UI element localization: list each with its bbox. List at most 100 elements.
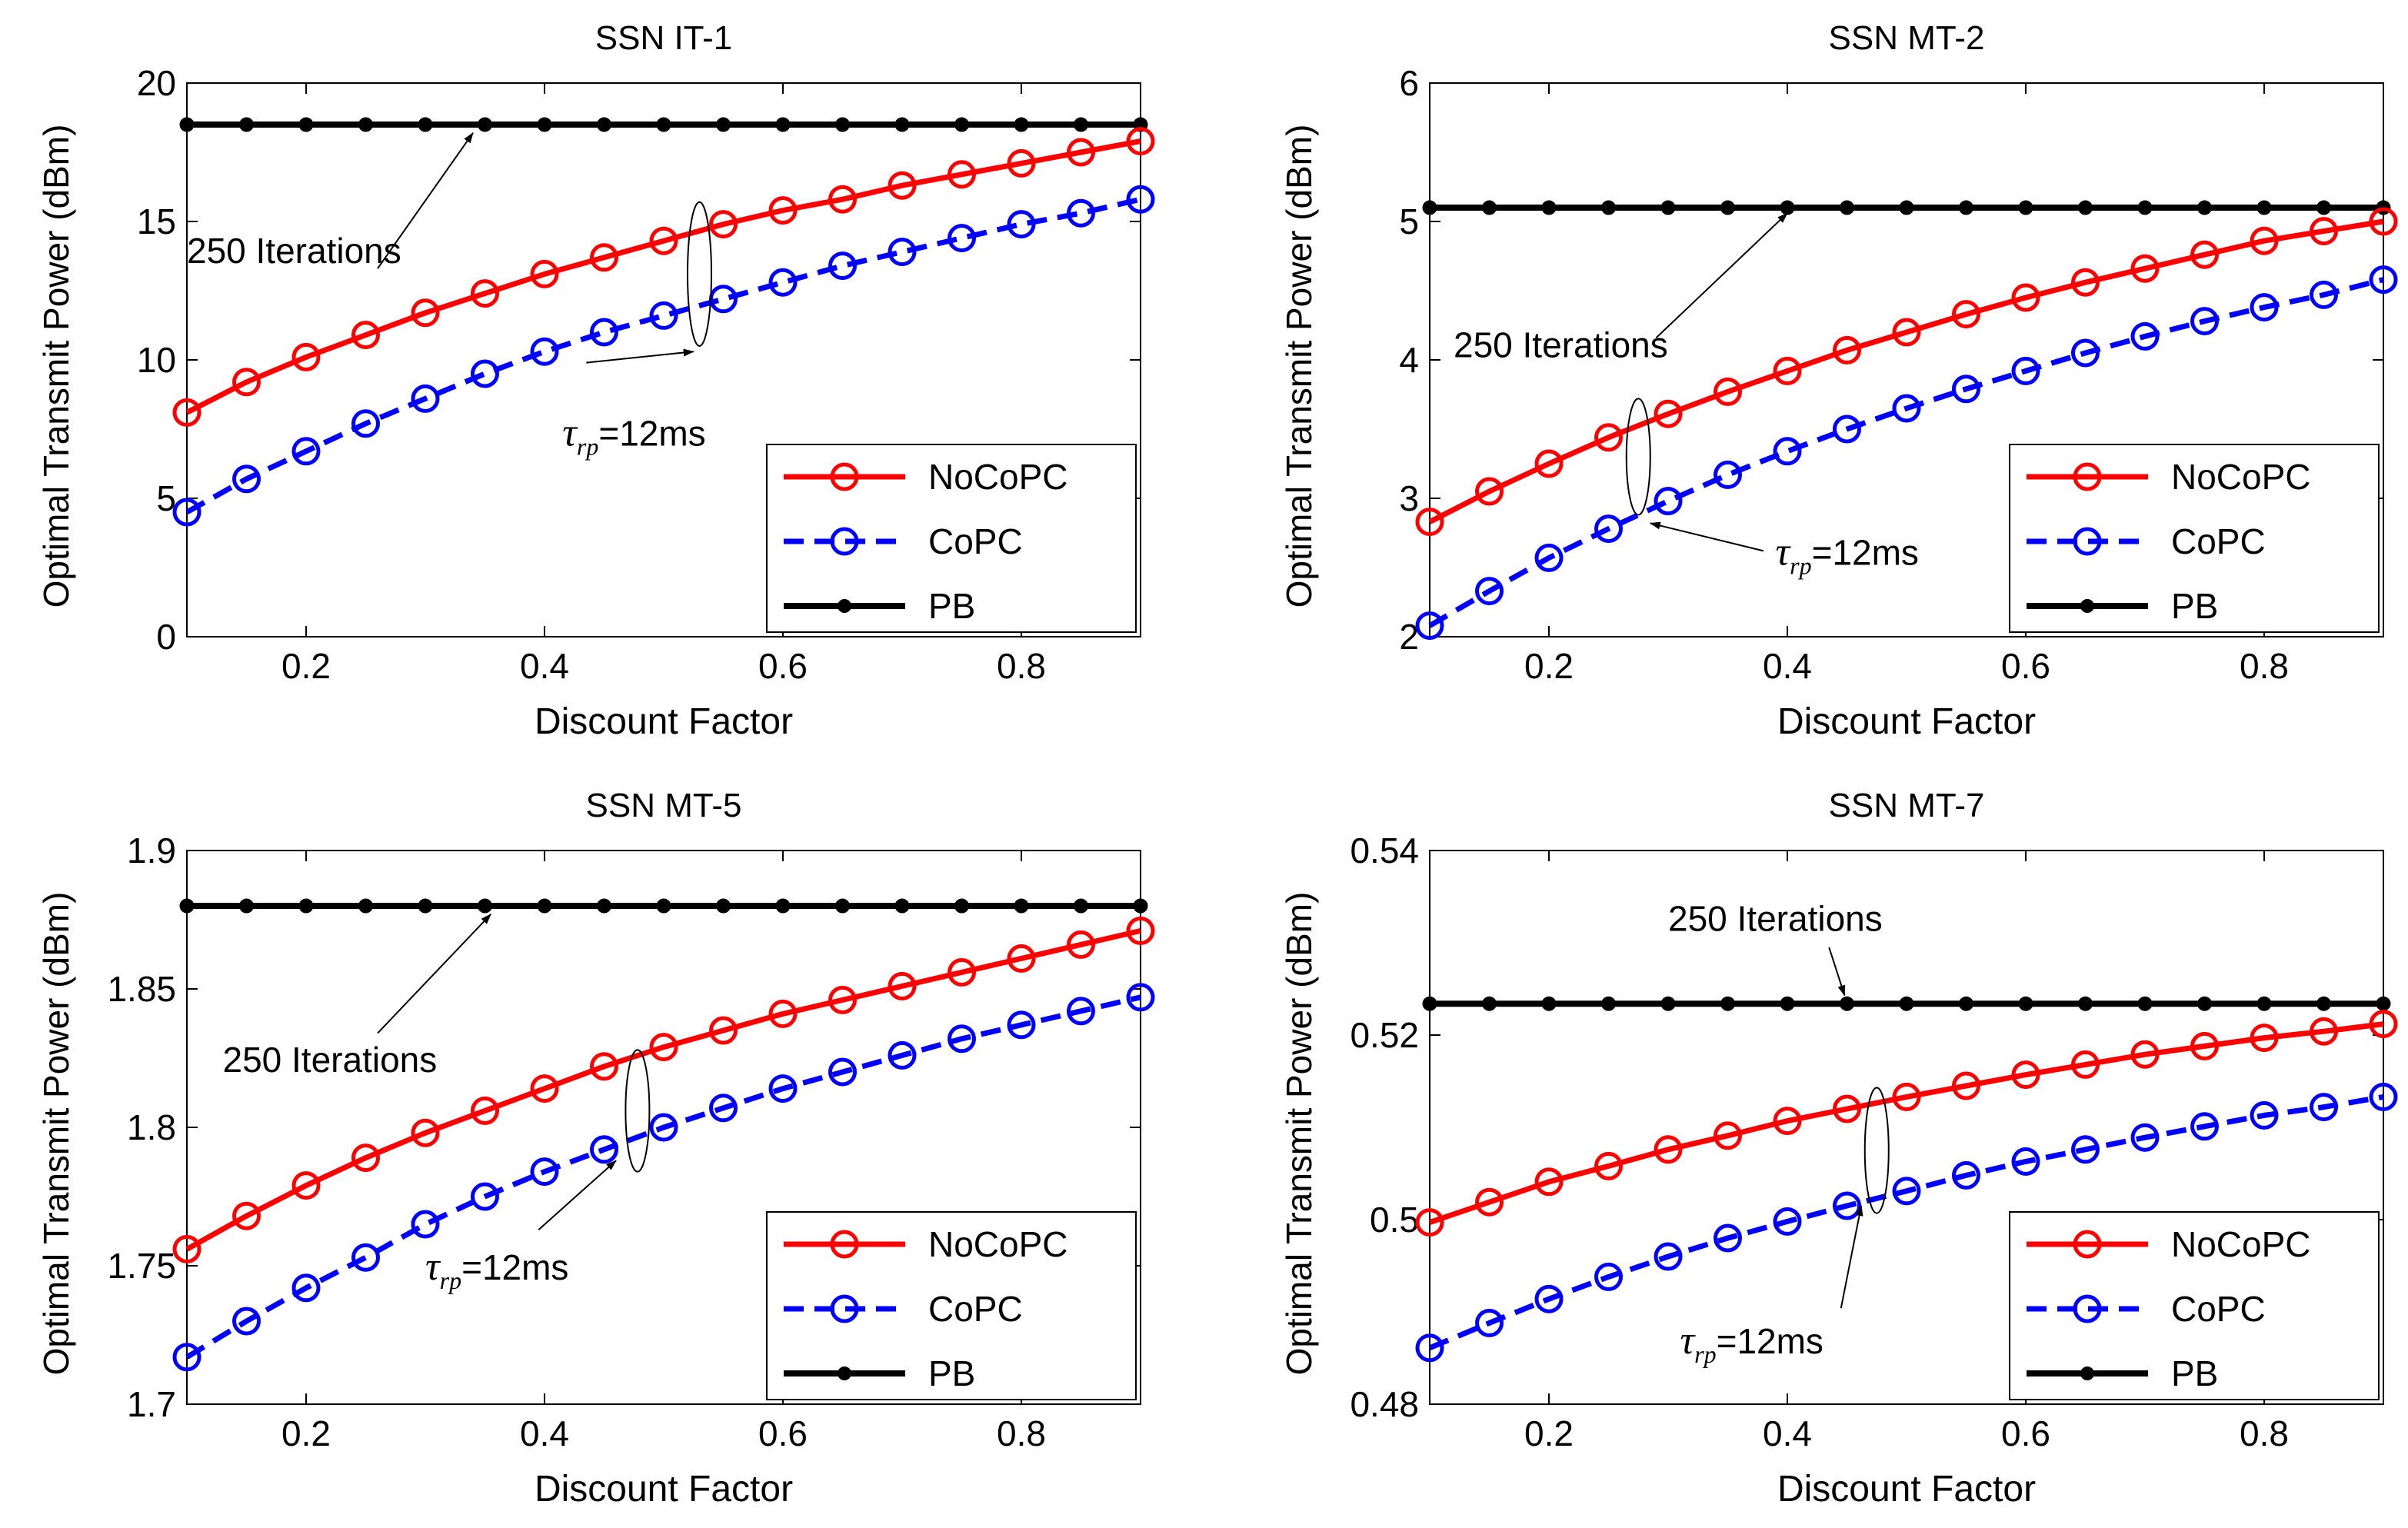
data-point [768,196,798,225]
data-point [2190,240,2219,269]
data-point [2369,1010,2398,1039]
x-tick-label: 0.6 [2001,646,2050,686]
data-point [411,1118,440,1147]
data-point [1594,1151,1623,1180]
annotation-arrow [377,131,474,269]
data-point [649,301,678,330]
annotation-tau: τrp=12ms [1776,530,1919,579]
data-point [478,117,492,132]
data-point [590,318,618,347]
data-point [471,279,499,308]
x-axis-label: Discount Factor [1777,1469,2036,1510]
data-point [835,117,850,132]
data-point [2130,1040,2160,1069]
annotation: 250 Iterations [1668,898,1883,997]
data-point [1892,394,1921,423]
x-axis-label: Discount Factor [1777,701,2036,742]
data-point [2316,996,2331,1011]
data-point [954,117,969,132]
data-point [1594,1262,1623,1291]
data-point [2310,280,2338,309]
data-point [1952,300,1980,329]
data-point [1714,1121,1742,1150]
data-point [828,251,857,281]
data-point [351,1243,380,1272]
annotation-ellipse [687,201,712,347]
data-point [656,898,671,914]
legend: NoCoPC CoPC PB [766,444,1137,633]
annotation-arrow [377,914,491,1034]
legend-marker [2073,462,2102,491]
legend-label: CoPC [2171,1289,2266,1329]
data-point [1074,898,1088,914]
chart-title: SSN MT-5 [586,787,742,824]
data-point [948,957,976,987]
series-copc [1415,265,2398,641]
data-point [1892,1177,1921,1206]
data-point [530,337,559,366]
legend-marker [2080,1367,2094,1380]
data-point [418,898,433,914]
data-point [1475,1308,1504,1337]
data-point [1594,423,1623,452]
data-point [709,1016,738,1045]
data-point [2137,200,2153,215]
data-point [1654,1242,1683,1271]
data-point [1415,508,1444,537]
data-point [351,409,380,438]
chart-panel-4: SSN MT-7 0.2 0.4 0.6 0.8 0.48 0.5 0.52 0.54 Disco… [1279,787,2398,1510]
data-point [1899,996,1914,1011]
series-copc [172,185,1155,527]
data-point [1654,399,1683,428]
data-point [1007,944,1036,973]
data-point [1773,437,1802,466]
data-point [1133,898,1148,914]
legend-marker [830,1294,859,1323]
data-point [1067,198,1095,228]
legend-label: PB [928,1353,975,1393]
y-tick-label: 10 [137,340,176,380]
data-point [948,160,976,189]
series-line-copc [185,994,1141,1360]
x-tick-label: 0.8 [997,1413,1046,1453]
data-point [1475,1187,1504,1217]
legend-label: NoCoPC [928,1224,1068,1264]
x-axis-label: Discount Factor [535,701,793,742]
series-copc [172,983,1155,1372]
annotation-iterations: 250 Iterations [1454,325,1668,365]
data-point [1067,930,1095,959]
data-point [1660,996,1676,1011]
data-point [2256,200,2272,215]
data-point [1475,477,1504,506]
y-tick-label: 0.52 [1350,1015,1419,1055]
data-point [2137,996,2153,1011]
data-point [1892,1082,1921,1111]
data-point [1720,996,1735,1011]
data-point [1067,138,1095,167]
data-point [894,117,910,132]
data-point [2369,207,2398,236]
annotation: τrp=12ms [1625,398,1919,579]
data-point [2018,200,2033,215]
y-tick-label: 0.5 [1370,1200,1419,1240]
annotation-ellipse [1863,1087,1890,1214]
chart-panel-3: SSN MT-5 0.2 0.4 0.6 0.8 1.7 1.75 1.8 1.85 1.9 Dis… [36,787,1155,1510]
data-point [597,898,611,914]
data-point [1780,200,1795,215]
y-tick-label: 0.48 [1350,1384,1419,1424]
annotation: τrp=12ms [425,1049,651,1294]
data-point [828,185,857,214]
legend-marker [838,1367,851,1380]
data-point [418,117,433,132]
series-line-nocopc [1428,218,2384,524]
tau-value: =12ms [1812,532,1919,572]
data-point [351,321,380,350]
data-point [478,898,492,914]
data-point [828,1057,857,1087]
series-pb [1422,996,2391,1011]
y-axis-label: Optimal Transmit Power (dBm) [36,892,76,1376]
data-point [888,1040,917,1070]
series-nocopc [1415,1010,2398,1237]
